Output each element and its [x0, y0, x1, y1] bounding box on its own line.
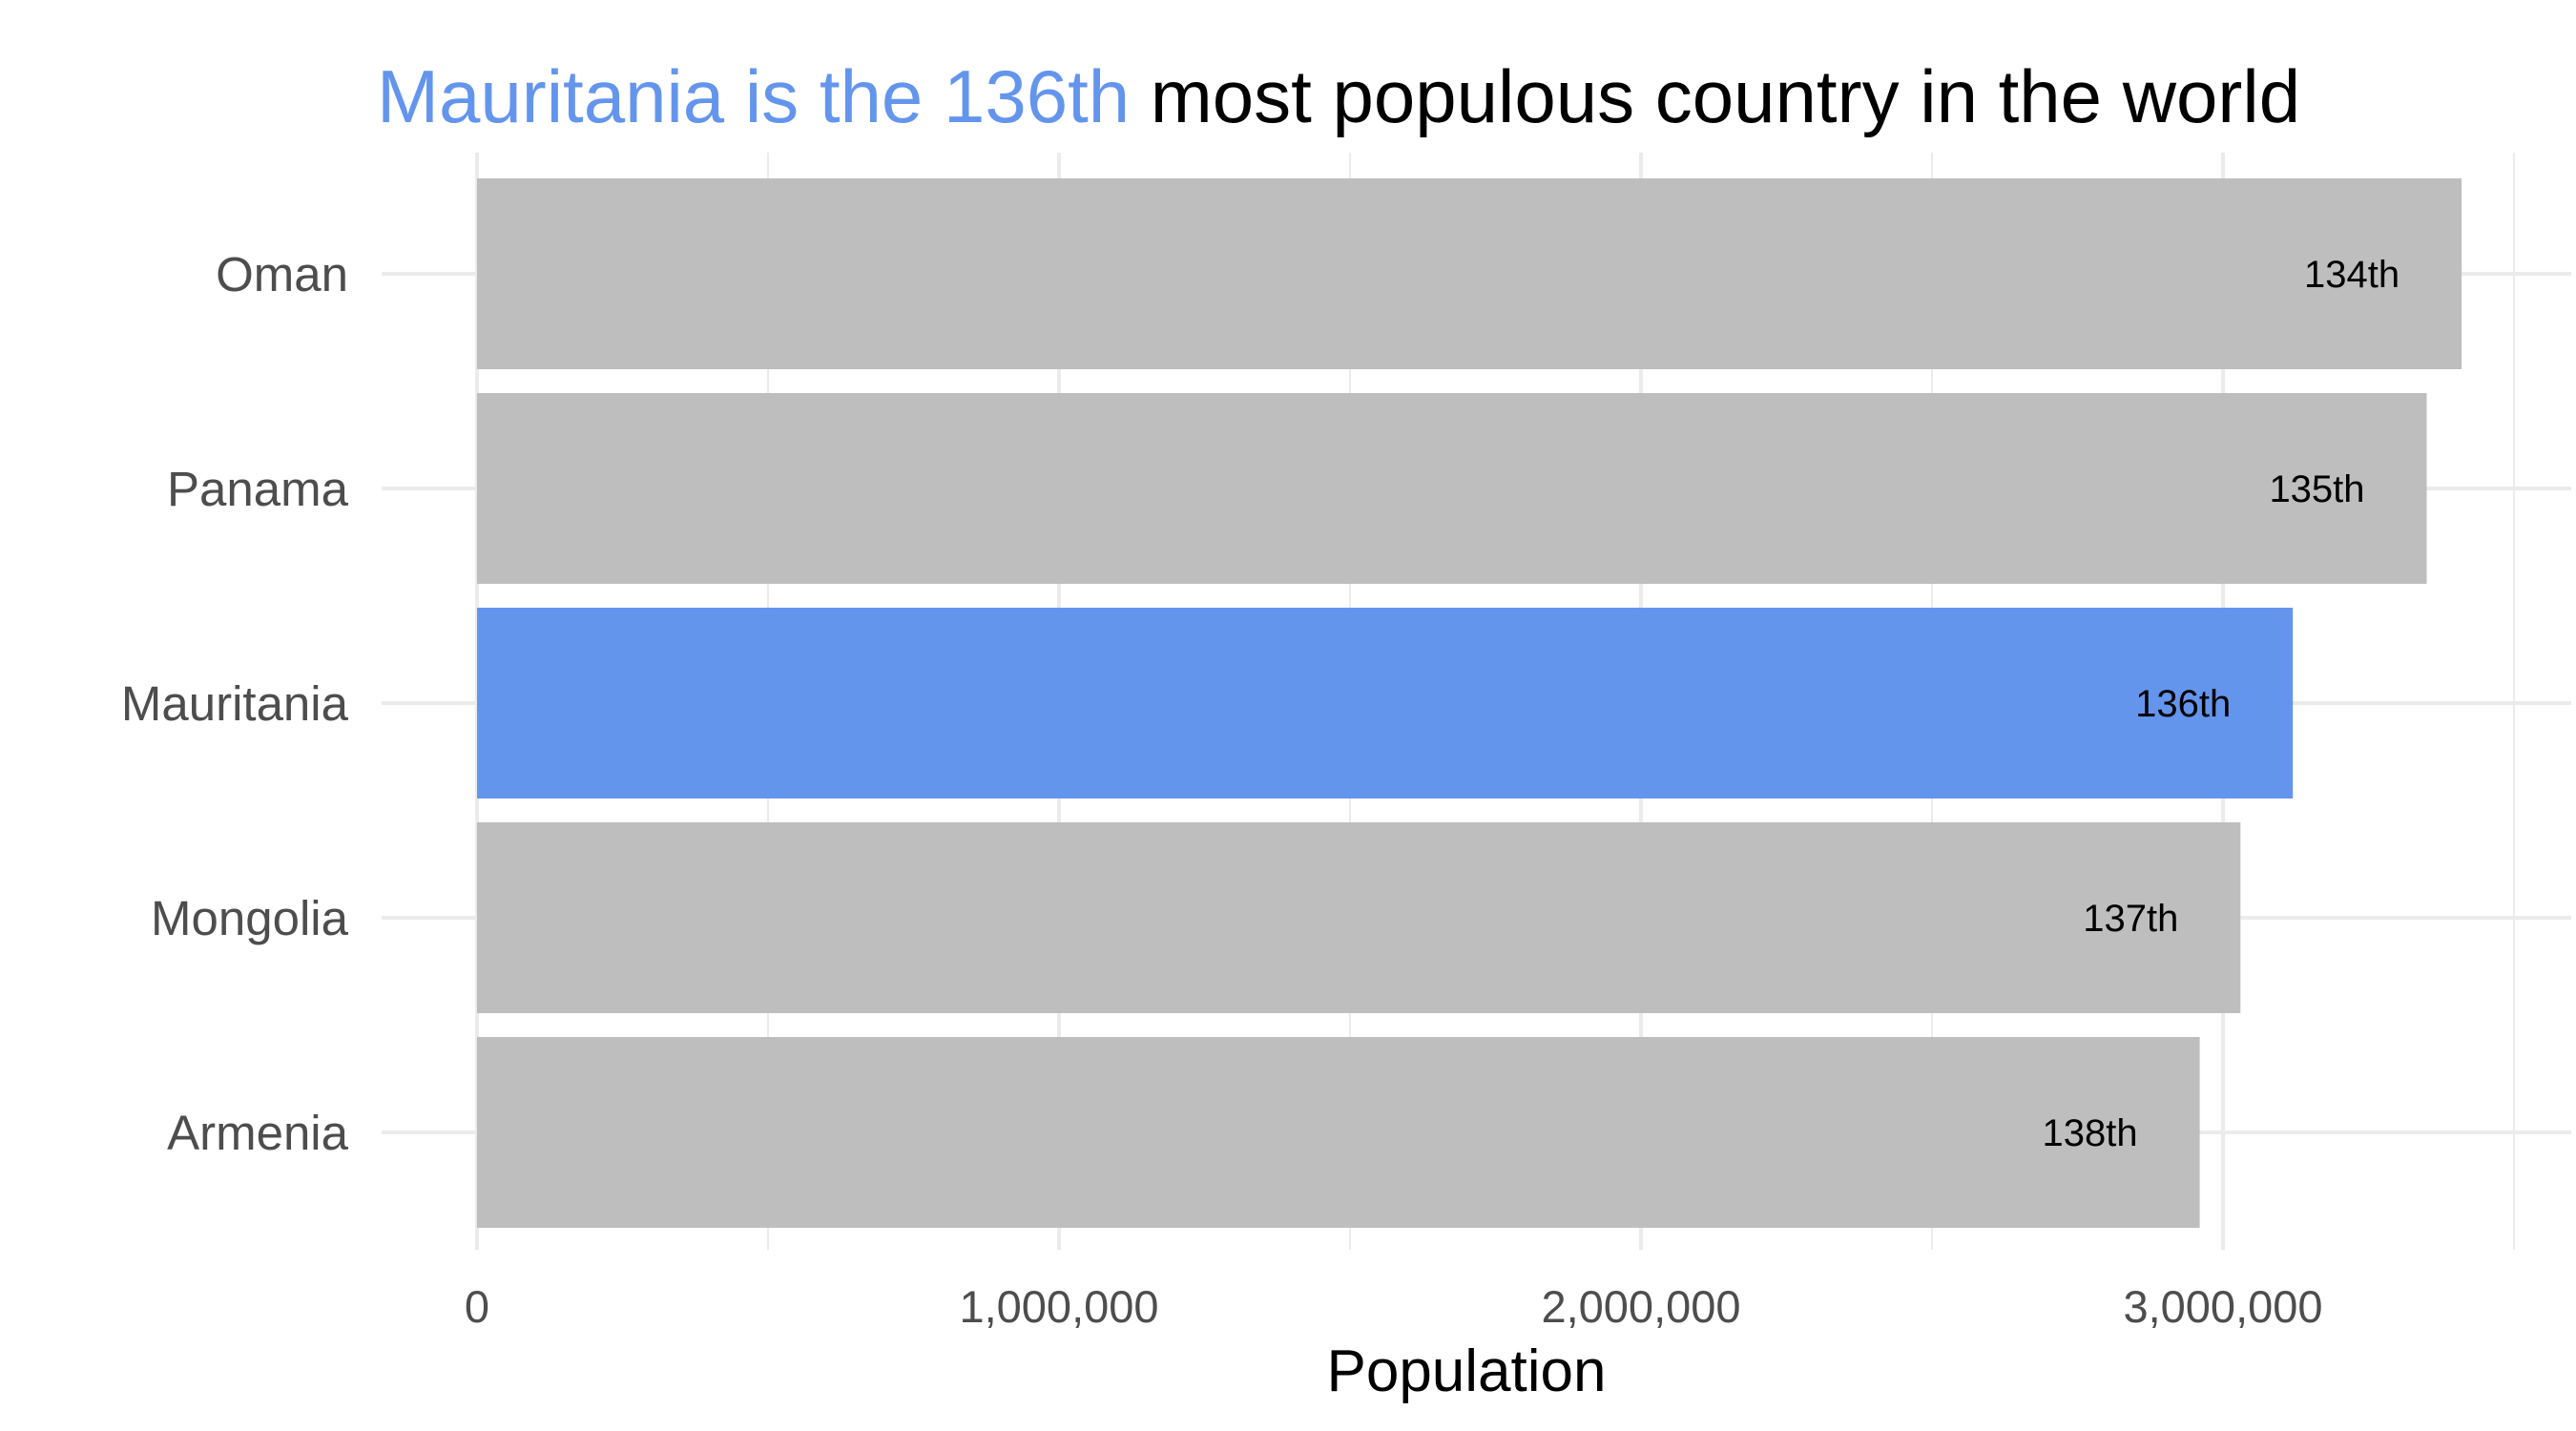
category-label-armenia: Armenia	[167, 1106, 349, 1160]
x-axis-title: Population	[1326, 1338, 1606, 1404]
bar-panama	[477, 393, 2427, 584]
title-rest: most populous country in the world	[1130, 54, 2300, 138]
bars	[477, 178, 2462, 1228]
x-tick-label: 3,000,000	[2123, 1281, 2322, 1332]
category-label-panama: Panama	[167, 462, 349, 516]
rank-label-mauritania: 136th	[2135, 683, 2231, 725]
title-highlight: Mauritania is the 136th	[377, 54, 1130, 138]
rank-label-armenia: 138th	[2043, 1112, 2138, 1154]
x-axis-ticks: 0 1,000,000 2,000,000 3,000,000	[465, 1281, 2323, 1332]
rank-label-panama: 135th	[2269, 468, 2364, 510]
chart-title: Mauritania is the 136th most populous co…	[377, 54, 2300, 138]
bar-armenia	[477, 1037, 2200, 1228]
bar-mauritania	[477, 608, 2294, 798]
category-label-oman: Oman	[216, 247, 348, 301]
bar-mongolia	[477, 822, 2241, 1013]
data-labels: 134th 135th 136th 137th 138th	[2043, 254, 2400, 1154]
x-tick-label: 1,000,000	[959, 1281, 1158, 1332]
category-axis: Oman Panama Mauritania Mongolia Armenia	[121, 247, 349, 1160]
category-label-mongolia: Mongolia	[151, 891, 349, 945]
bar-oman	[477, 178, 2462, 369]
rank-label-mongolia: 137th	[2083, 898, 2178, 940]
rank-label-oman: 134th	[2304, 254, 2399, 296]
x-tick-label: 2,000,000	[1541, 1281, 1740, 1332]
category-label-mauritania: Mauritania	[121, 676, 349, 731]
x-tick-label: 0	[465, 1281, 489, 1332]
